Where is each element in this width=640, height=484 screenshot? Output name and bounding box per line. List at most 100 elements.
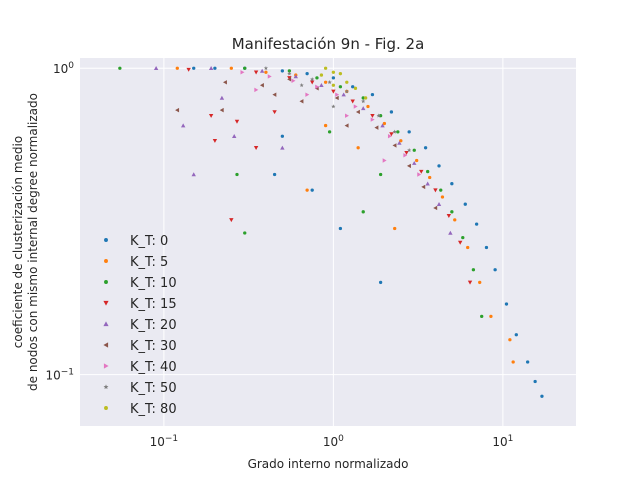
data-point [374,125,379,130]
data-point [423,146,428,150]
legend-label: K_T: 5 [130,255,168,270]
data-point [180,123,186,128]
data-point [280,145,285,150]
data-point [467,280,473,285]
data-point [417,172,422,177]
data-point [382,121,387,126]
data-point [323,80,328,84]
data-point [370,113,375,118]
legend-marker [104,238,108,242]
data-point [361,210,365,214]
data-point [466,245,470,250]
data-point [370,117,375,122]
series-6 [240,70,422,177]
legend-marker [103,321,109,327]
data-point [478,280,482,285]
data-point [232,134,237,138]
data-point [331,76,336,80]
data-point [504,302,509,306]
legend-label: K_T: 50 [130,381,177,396]
data-point [118,66,122,70]
data-point [253,70,259,75]
data-point [399,139,403,143]
data-point [331,70,336,74]
data-point [389,132,394,137]
data-point [378,280,383,285]
data-point [254,87,259,93]
x-axis-label: Grado interno normalizado [248,457,409,471]
data-point [153,66,159,71]
data-point [331,104,336,109]
data-point [397,140,402,145]
data-point [404,150,409,155]
legend-label: K_T: 20 [130,318,177,333]
legend-marker [103,384,109,390]
legend-item: K_T: 15 [103,297,177,312]
data-point [234,119,240,124]
x-tick-label: 101 [492,434,513,449]
data-point [361,99,366,104]
data-point [305,72,309,76]
data-point [341,92,346,97]
data-point [353,104,358,109]
data-point [240,70,245,75]
series-2 [118,66,484,319]
data-points [118,66,544,398]
data-point [387,134,392,139]
data-point [208,113,214,118]
data-point [526,360,530,364]
data-point [263,66,269,71]
data-point [450,182,454,186]
data-point [392,129,397,134]
legend: K_T: 0 K_T: 5 K_T: 10 K_T: 15 K_T: 20 K_T: 30… [103,234,177,417]
data-point [458,240,463,245]
data-point [514,333,518,337]
data-point [280,69,285,73]
legend-label: K_T: 0 [130,234,168,249]
data-point [393,226,397,231]
legend-item: K_T: 0 [104,234,168,249]
data-point [272,110,277,115]
data-point [448,230,453,235]
data-point [334,95,339,101]
data-point [253,146,259,151]
legend-marker [104,280,108,284]
data-point [403,153,408,158]
data-point [305,92,310,97]
data-point [315,76,319,80]
data-point [396,130,400,134]
data-point [327,80,332,85]
data-point [243,231,247,235]
data-point [361,96,365,100]
data-point [191,172,196,177]
data-point [175,66,179,70]
data-point [426,169,430,174]
data-point [327,130,332,134]
data-point [319,83,324,88]
y-axis-label-line2: de nodos con mismo internal degree norma… [26,93,40,391]
data-point [355,109,360,115]
data-point [259,83,264,88]
y-axis-ticks: 10−1 100 [45,61,74,382]
data-point [315,84,320,89]
series-4 [153,66,453,235]
data-point [259,68,265,73]
data-point [350,99,355,104]
data-point [291,78,296,83]
data-point [356,146,360,150]
y-tick-label: 100 [53,61,74,76]
data-point [344,89,349,94]
data-point [421,184,426,190]
data-point [287,71,292,76]
data-point [493,268,497,272]
data-point [463,202,467,206]
y-tick-label: 10−1 [45,368,74,383]
legend-item: K_T: 5 [104,255,168,270]
x-tick-label: 10−1 [150,434,179,449]
legend-item: K_T: 40 [103,360,177,375]
data-point [338,226,343,231]
data-point [433,205,438,211]
data-point [361,106,366,111]
